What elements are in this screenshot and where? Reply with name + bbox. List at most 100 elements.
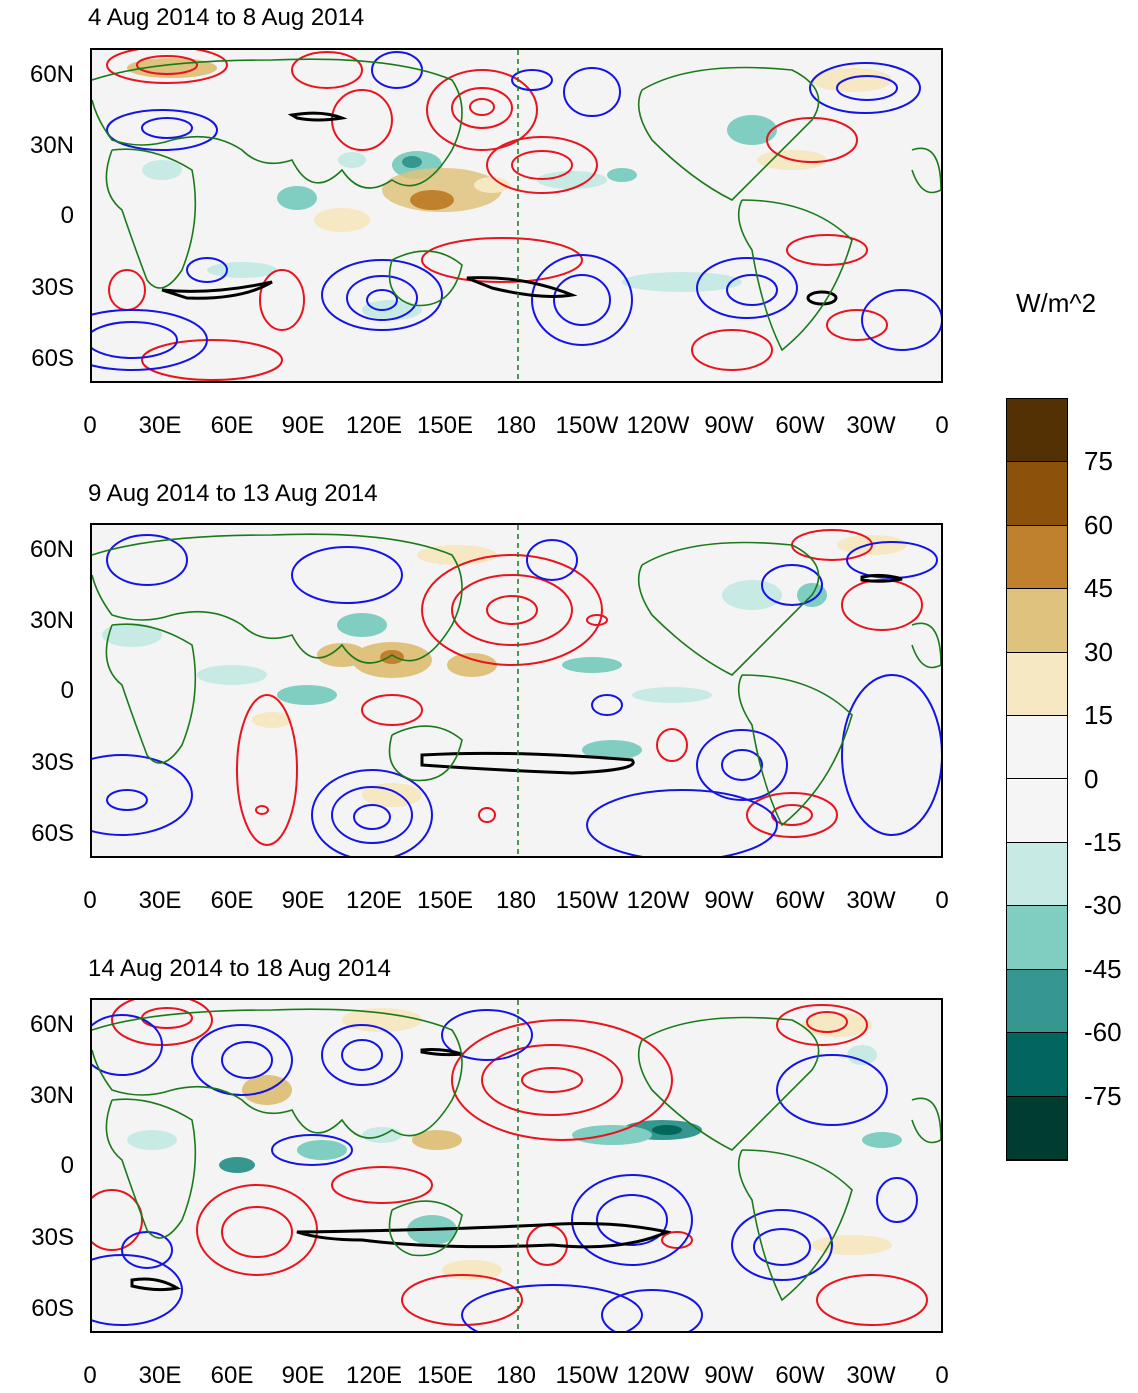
lon-label: 30W	[846, 887, 896, 914]
colorbar-label: -45	[1084, 953, 1122, 984]
positive-contours	[106, 50, 888, 381]
lon-label: 0	[83, 887, 97, 914]
lat-label: 30S	[31, 1224, 74, 1251]
lon-label: 90E	[281, 1362, 325, 1389]
lon-label: 120W	[626, 412, 690, 439]
lat-label: 0	[60, 1152, 74, 1179]
colorbar-segment	[1007, 652, 1067, 717]
negative-contours	[92, 1009, 918, 1331]
lon-label: 60W	[775, 412, 825, 439]
lon-label: 90W	[704, 1362, 754, 1389]
lon-label: 0	[935, 887, 949, 914]
colorbar-label: -75	[1084, 1080, 1122, 1111]
lon-label: 90E	[281, 412, 325, 439]
panel-2-field	[92, 525, 941, 856]
colorbar-label: 60	[1084, 509, 1113, 540]
panel-1-map	[90, 48, 943, 383]
lat-label: 0	[60, 202, 74, 229]
colorbar-segment	[1007, 1033, 1067, 1097]
lon-label: 30E	[138, 1362, 182, 1389]
lon-label: 0	[935, 412, 949, 439]
colorbar-segment	[1007, 842, 1067, 907]
colorbar-segment	[1007, 779, 1067, 843]
lat-label: 60N	[29, 536, 74, 563]
lon-label: 150W	[555, 887, 619, 914]
lon-label: 60W	[775, 887, 825, 914]
zero-contours	[420, 573, 903, 775]
lon-label: 30W	[846, 412, 896, 439]
lon-label: 90W	[704, 887, 754, 914]
lat-label: 30N	[29, 1082, 74, 1109]
lon-label: 150E	[416, 412, 474, 439]
lon-label: 120E	[345, 887, 403, 914]
lon-label: 90W	[704, 412, 754, 439]
lat-label: 60S	[31, 345, 74, 372]
lat-label: 60S	[31, 820, 74, 847]
panel-2-map	[90, 523, 943, 858]
lon-label: 30E	[138, 887, 182, 914]
negative-contours	[92, 534, 941, 856]
lat-label: 60N	[29, 61, 74, 88]
zero-contours	[130, 1048, 672, 1292]
lat-label: 30S	[31, 749, 74, 776]
colorbar-label: 30	[1084, 636, 1113, 667]
panel-1-title: 4 Aug 2014 to 8 Aug 2014	[88, 4, 365, 31]
panel-3-title: 14 Aug 2014 to 18 Aug 2014	[88, 955, 391, 982]
lon-label: 0	[83, 1362, 97, 1389]
coastlines	[92, 58, 941, 352]
panel-1-lon-axis: 0 30E 60E 90E 120E 150E 180 150W 120W 90…	[0, 414, 1138, 444]
colorbar	[1006, 398, 1068, 1161]
lon-label: 60E	[210, 1362, 254, 1389]
lon-label: 0	[83, 412, 97, 439]
lon-label: 120E	[345, 412, 403, 439]
coastlines	[92, 533, 941, 827]
lon-label: 90E	[281, 887, 325, 914]
zero-contours	[161, 111, 838, 306]
lon-label: 30E	[138, 412, 182, 439]
lon-label: 30W	[846, 1362, 896, 1389]
lon-label: 180	[495, 887, 537, 914]
colorbar-label: -60	[1084, 1017, 1122, 1048]
colorbar-label: -15	[1084, 826, 1122, 857]
lon-label: 60E	[210, 887, 254, 914]
colorbar-segment	[1007, 969, 1067, 1034]
lon-label: 180	[495, 1362, 537, 1389]
lon-label: 180	[495, 412, 537, 439]
lon-label: 150E	[416, 887, 474, 914]
colorbar-label: 45	[1084, 573, 1113, 604]
panel-3-field	[92, 1000, 941, 1331]
panel-3-lon-axis: 0 30E 60E 90E 120E 150E 180 150W 120W 90…	[0, 1364, 1138, 1392]
panel-2-lon-axis: 0 30E 60E 90E 120E 150E 180 150W 120W 90…	[0, 889, 1138, 919]
lat-label: 0	[60, 677, 74, 704]
colorbar-segment	[1007, 1096, 1067, 1160]
colorbar-label: -30	[1084, 890, 1122, 921]
lat-label: 30N	[29, 607, 74, 634]
panel-2-title: 9 Aug 2014 to 13 Aug 2014	[88, 480, 378, 507]
lon-label: 60W	[775, 1362, 825, 1389]
panel-3-map	[90, 998, 943, 1333]
colorbar-segment	[1007, 906, 1067, 970]
lon-label: 60E	[210, 412, 254, 439]
lon-label: 150W	[555, 412, 619, 439]
lat-label: 60N	[29, 1011, 74, 1038]
colorbar-segment	[1007, 399, 1067, 463]
lon-label: 120E	[345, 1362, 403, 1389]
coastlines	[92, 1008, 941, 1302]
anomaly-shading	[127, 1008, 902, 1280]
colorbar-label: 15	[1084, 700, 1113, 731]
lat-label: 60S	[31, 1295, 74, 1322]
lon-label: 120W	[626, 887, 690, 914]
colorbar-label: 75	[1084, 446, 1113, 477]
lat-label: 30N	[29, 132, 74, 159]
lat-label: 30S	[31, 274, 74, 301]
panel-1-field	[92, 50, 941, 381]
lon-label: 150E	[416, 1362, 474, 1389]
lon-label: 120W	[626, 1362, 690, 1389]
lon-label: 0	[935, 1362, 949, 1389]
colorbar-title: W/m^2	[1016, 288, 1097, 318]
negative-contours	[92, 51, 941, 371]
colorbar-segment	[1007, 525, 1067, 590]
colorbar-segment	[1007, 462, 1067, 526]
colorbar-label: 0	[1084, 763, 1099, 794]
colorbar-segment	[1007, 589, 1067, 653]
